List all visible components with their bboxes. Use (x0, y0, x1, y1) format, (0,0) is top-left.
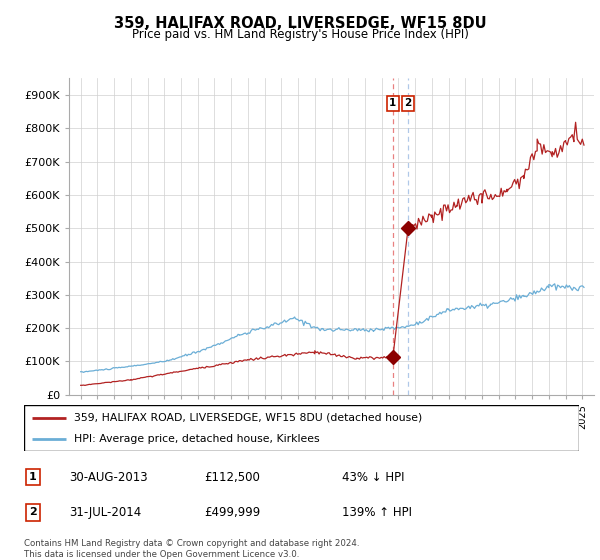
Text: £112,500: £112,500 (204, 470, 260, 484)
Text: 1: 1 (389, 99, 397, 109)
Text: Contains HM Land Registry data © Crown copyright and database right 2024.
This d: Contains HM Land Registry data © Crown c… (24, 539, 359, 559)
Text: 30-AUG-2013: 30-AUG-2013 (69, 470, 148, 484)
Text: 2: 2 (404, 99, 412, 109)
Text: 43% ↓ HPI: 43% ↓ HPI (342, 470, 404, 484)
Text: 2: 2 (29, 507, 37, 517)
Text: 1: 1 (29, 472, 37, 482)
Text: HPI: Average price, detached house, Kirklees: HPI: Average price, detached house, Kirk… (74, 435, 320, 444)
Text: 359, HALIFAX ROAD, LIVERSEDGE, WF15 8DU: 359, HALIFAX ROAD, LIVERSEDGE, WF15 8DU (113, 16, 487, 31)
Text: 359, HALIFAX ROAD, LIVERSEDGE, WF15 8DU (detached house): 359, HALIFAX ROAD, LIVERSEDGE, WF15 8DU … (74, 413, 422, 423)
Text: 139% ↑ HPI: 139% ↑ HPI (342, 506, 412, 519)
Text: 31-JUL-2014: 31-JUL-2014 (69, 506, 141, 519)
Text: £499,999: £499,999 (204, 506, 260, 519)
Text: Price paid vs. HM Land Registry's House Price Index (HPI): Price paid vs. HM Land Registry's House … (131, 28, 469, 41)
